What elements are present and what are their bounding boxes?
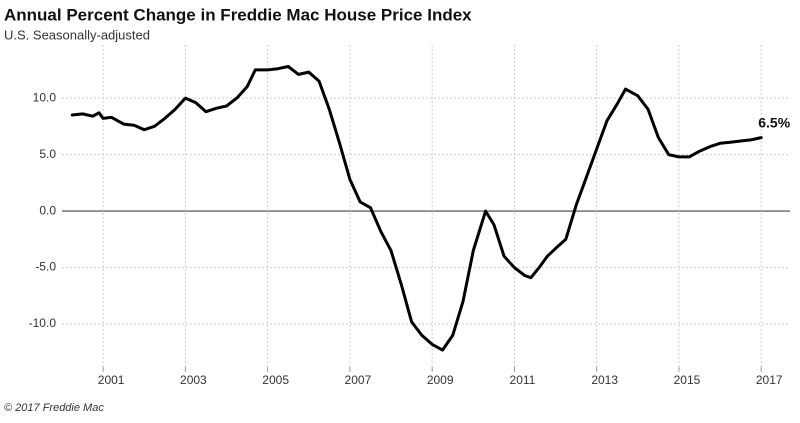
x-tick-label: 2001 <box>98 373 125 387</box>
y-tick-label: -5.0 <box>35 260 56 274</box>
x-tick-label: 2007 <box>345 373 372 387</box>
annotation: 6.5% <box>758 114 790 130</box>
source: © 2017 Freddie Mac <box>4 402 104 414</box>
x-tick-label: 2005 <box>262 373 289 387</box>
x-tick-label: 2013 <box>591 373 618 387</box>
chart-title: Annual Percent Change in Freddie Mac Hou… <box>4 5 472 24</box>
y-tick-label: 5.0 <box>39 147 56 161</box>
y-tick-label: 10.0 <box>33 90 57 104</box>
x-tick-label: 2017 <box>756 373 783 387</box>
line <box>70 65 763 352</box>
chart-subtitle: U.S. Seasonally-adjusted <box>4 27 150 42</box>
x-tick-label: 2015 <box>674 373 701 387</box>
y-tick-label: -10.0 <box>29 316 57 330</box>
y-tick-label: 0.0 <box>39 203 56 217</box>
x-tick-label: 2009 <box>427 373 454 387</box>
x-tick-label: 2011 <box>510 373 536 387</box>
x-tick-label: 2003 <box>180 373 207 387</box>
